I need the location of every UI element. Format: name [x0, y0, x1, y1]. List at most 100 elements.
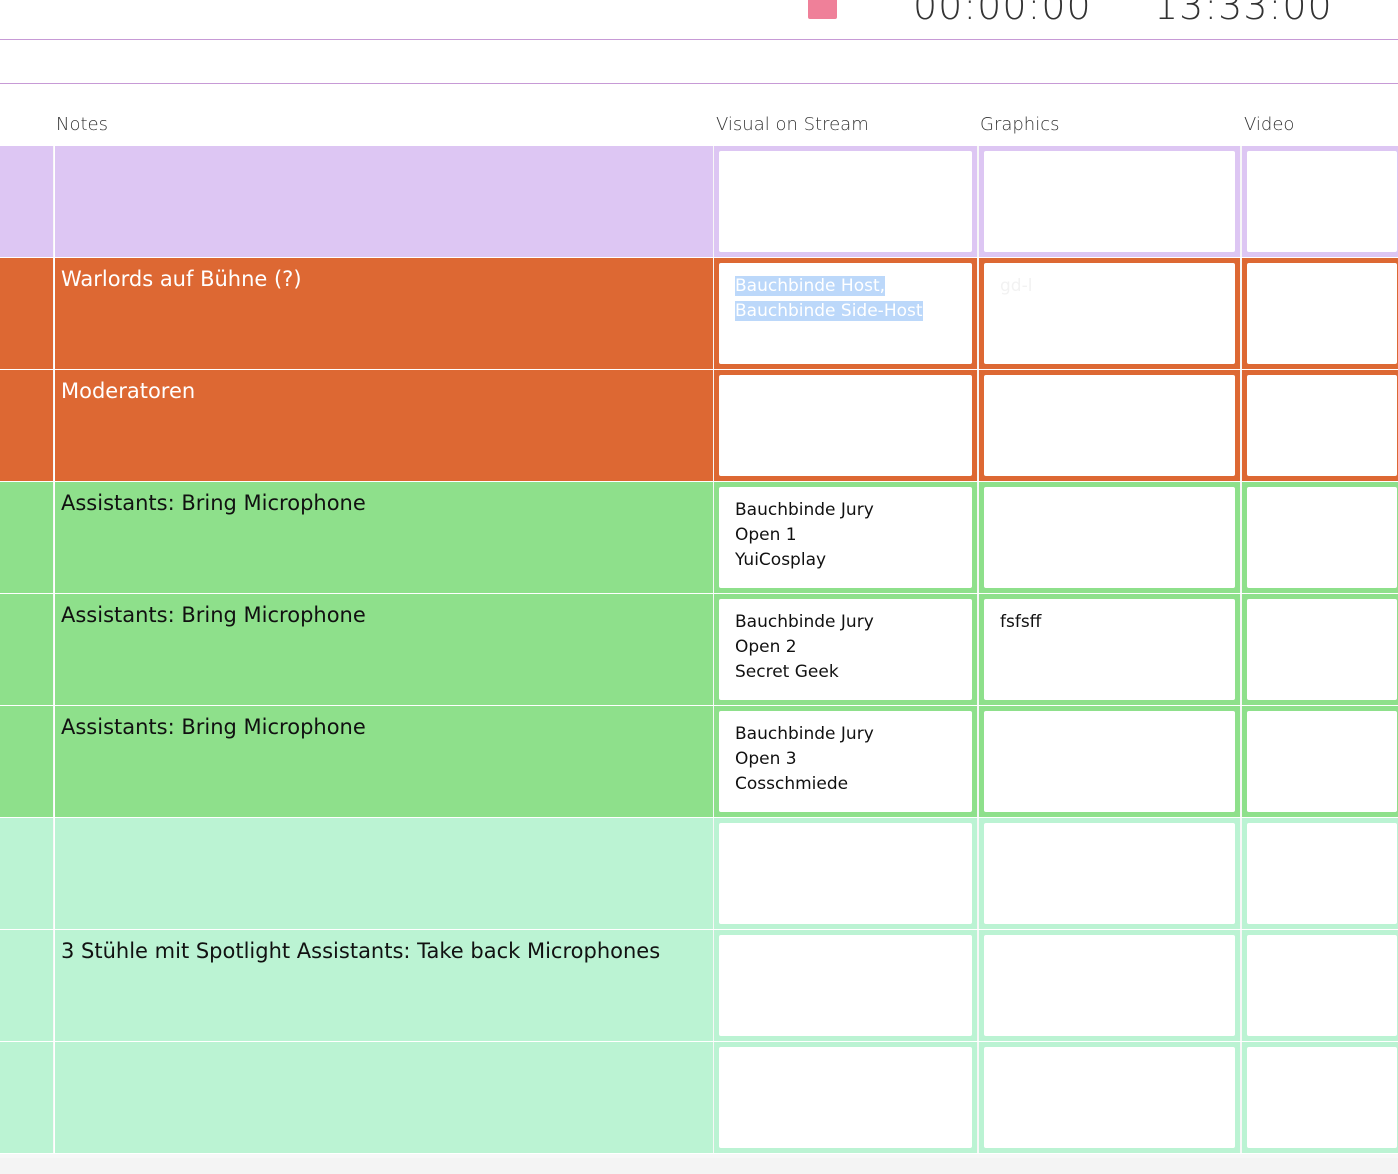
video-input[interactable]	[1247, 487, 1397, 588]
top-bar: 00:00:00 13:33:00	[0, 0, 1398, 40]
table-row: Assistants: Bring Microphone Bauchbinde …	[0, 482, 1398, 594]
header-visual-on-stream: Visual on Stream	[716, 114, 869, 135]
visual-cell: Bauchbinde Jury Open 3 Cosschmiede	[714, 706, 977, 817]
row-handle[interactable]	[0, 258, 53, 369]
visual-cell	[714, 930, 977, 1041]
notes-text: Assistants: Bring Microphone	[61, 603, 366, 627]
graphics-input[interactable]	[984, 823, 1235, 924]
status-indicator	[808, 0, 837, 19]
next-row-peek	[0, 1158, 1398, 1174]
video-cell	[1242, 594, 1398, 705]
table-row: Warlords auf Bühne (?) Bauchbinde Host, B…	[0, 258, 1398, 370]
selected-text: Bauchbinde Side-Host	[735, 301, 923, 321]
graphics-cell	[979, 1042, 1240, 1153]
video-cell	[1242, 482, 1398, 593]
visual-cell: Bauchbinde Host, Bauchbinde Side-Host	[714, 258, 977, 369]
video-input[interactable]	[1247, 151, 1397, 252]
visual-cell	[714, 146, 977, 257]
notes-cell[interactable]: 3 Stühle mit Spotlight Assistants: Take …	[54, 930, 713, 1041]
table-row	[0, 818, 1398, 930]
video-input[interactable]	[1247, 263, 1397, 364]
notes-cell[interactable]	[54, 1042, 713, 1153]
table-row: Moderatoren	[0, 370, 1398, 482]
notes-cell[interactable]: Assistants: Bring Microphone	[54, 594, 713, 705]
visual-input[interactable]: Bauchbinde Jury Open 2 Secret Geek	[719, 599, 972, 700]
video-cell	[1242, 258, 1398, 369]
row-handle[interactable]	[0, 1042, 53, 1153]
graphics-input[interactable]	[984, 711, 1235, 812]
video-input[interactable]	[1247, 599, 1397, 700]
notes-text: Assistants: Bring Microphone	[61, 715, 366, 739]
notes-cell[interactable]: Assistants: Bring Microphone	[54, 706, 713, 817]
table-row	[0, 146, 1398, 258]
graphics-input[interactable]	[984, 487, 1235, 588]
visual-cell	[714, 370, 977, 481]
video-input[interactable]	[1247, 935, 1397, 1036]
elapsed-timer: 00:00:00	[913, 0, 1092, 28]
graphics-text: gd-l	[1000, 276, 1033, 296]
visual-cell	[714, 818, 977, 929]
notes-cell[interactable]	[54, 146, 713, 257]
notes-text: Moderatoren	[61, 379, 196, 403]
video-cell	[1242, 146, 1398, 257]
header-graphics: Graphics	[980, 114, 1060, 135]
visual-input[interactable]: Bauchbinde Jury Open 1 YuiCosplay	[719, 487, 972, 588]
graphics-input[interactable]: fsfsff	[984, 599, 1235, 700]
video-input[interactable]	[1247, 711, 1397, 812]
video-input[interactable]	[1247, 375, 1397, 476]
visual-input[interactable]: Bauchbinde Jury Open 3 Cosschmiede	[719, 711, 972, 812]
row-handle[interactable]	[0, 594, 53, 705]
row-handle[interactable]	[0, 930, 53, 1041]
row-handle[interactable]	[0, 482, 53, 593]
video-cell	[1242, 818, 1398, 929]
graphics-cell: gd-l	[979, 258, 1240, 369]
header-video: Video	[1244, 114, 1295, 135]
video-cell	[1242, 1042, 1398, 1153]
video-cell	[1242, 930, 1398, 1041]
graphics-cell	[979, 818, 1240, 929]
table-row	[0, 1042, 1398, 1154]
graphics-cell	[979, 930, 1240, 1041]
visual-input[interactable]: Bauchbinde Host, Bauchbinde Side-Host	[719, 263, 972, 364]
visual-cell	[714, 1042, 977, 1153]
graphics-input[interactable]	[984, 151, 1235, 252]
notes-cell[interactable]: Moderatoren	[54, 370, 713, 481]
notes-text: 3 Stühle mit Spotlight Assistants: Take …	[61, 939, 661, 963]
graphics-input[interactable]	[984, 935, 1235, 1036]
graphics-cell	[979, 146, 1240, 257]
notes-text: Warlords auf Bühne (?)	[61, 267, 302, 291]
visual-input[interactable]	[719, 823, 972, 924]
notes-cell[interactable]	[54, 818, 713, 929]
video-input[interactable]	[1247, 1047, 1397, 1148]
visual-cell: Bauchbinde Jury Open 1 YuiCosplay	[714, 482, 977, 593]
row-handle[interactable]	[0, 706, 53, 817]
video-cell	[1242, 706, 1398, 817]
row-handle[interactable]	[0, 146, 53, 257]
notes-text: Assistants: Bring Microphone	[61, 491, 366, 515]
video-cell	[1242, 370, 1398, 481]
selected-text: Bauchbinde Host,	[735, 276, 886, 296]
graphics-cell: fsfsff	[979, 594, 1240, 705]
graphics-cell	[979, 706, 1240, 817]
current-time: 13:33:00	[1154, 0, 1333, 28]
visual-input[interactable]	[719, 151, 972, 252]
graphics-input[interactable]: gd-l	[984, 263, 1235, 364]
visual-input[interactable]	[719, 1047, 972, 1148]
table-row: 3 Stühle mit Spotlight Assistants: Take …	[0, 930, 1398, 1042]
visual-input[interactable]	[719, 935, 972, 1036]
notes-cell[interactable]: Warlords auf Bühne (?)	[54, 258, 713, 369]
column-headers	[0, 84, 1398, 146]
sub-bar	[0, 40, 1398, 84]
visual-cell: Bauchbinde Jury Open 2 Secret Geek	[714, 594, 977, 705]
video-input[interactable]	[1247, 823, 1397, 924]
graphics-cell	[979, 482, 1240, 593]
table-row: Assistants: Bring Microphone Bauchbinde …	[0, 594, 1398, 706]
row-handle[interactable]	[0, 818, 53, 929]
graphics-input[interactable]	[984, 1047, 1235, 1148]
visual-input[interactable]	[719, 375, 972, 476]
notes-cell[interactable]: Assistants: Bring Microphone	[54, 482, 713, 593]
row-handle[interactable]	[0, 370, 53, 481]
rundown-table: Warlords auf Bühne (?) Bauchbinde Host, B…	[0, 146, 1398, 1154]
header-notes: Notes	[56, 114, 108, 135]
graphics-input[interactable]	[984, 375, 1235, 476]
